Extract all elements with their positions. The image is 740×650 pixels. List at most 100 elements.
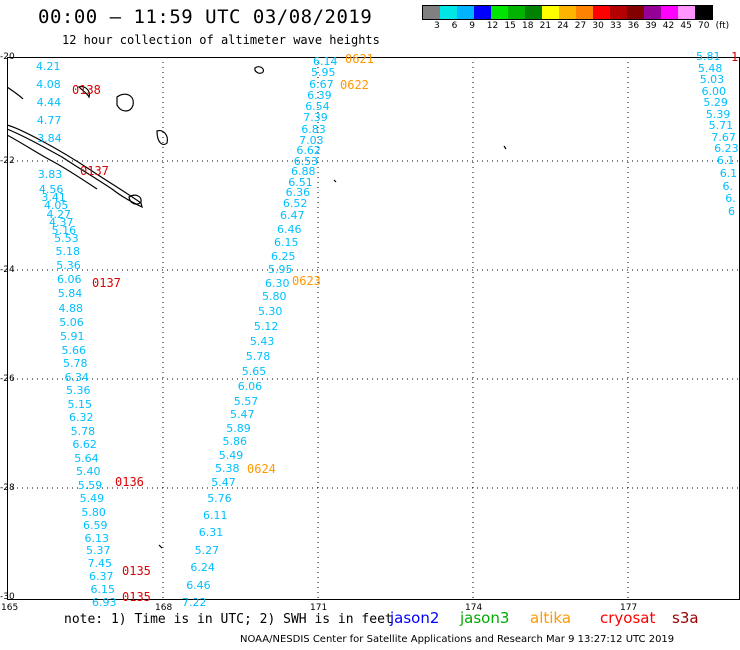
wave-height-value: 6	[728, 205, 735, 218]
wave-height-value: 5.12	[253, 320, 279, 333]
map-plot	[7, 57, 740, 600]
wave-height-value: 3.84	[37, 132, 62, 145]
wave-height-value: 6.15	[274, 236, 299, 249]
pass-label: 0621	[345, 52, 374, 66]
legend-label: 24	[557, 21, 569, 31]
legend-swatch	[661, 6, 678, 19]
satellite-s3a: s3a	[672, 609, 699, 627]
legend-label: 18	[522, 21, 534, 31]
legend-label: 39	[645, 21, 657, 31]
wave-height-value: 5.53	[54, 232, 79, 246]
wave-height-value: 6.51	[288, 175, 313, 189]
belep-islands	[7, 86, 24, 100]
wave-height-value: 6.1	[716, 154, 735, 168]
wave-height-value: 5.43	[249, 335, 275, 348]
legend-swatch	[576, 6, 593, 19]
lon-label-174: 174	[465, 603, 483, 613]
legend-label: 45	[680, 21, 692, 31]
wave-height-value: 4.88	[58, 301, 84, 315]
wave-height-value: 5.36	[56, 258, 81, 272]
wave-height-value: 5.18	[55, 244, 81, 258]
wave-height-value: 5.80	[81, 505, 106, 519]
norfolk-dot	[158, 544, 163, 549]
legend-swatch	[525, 6, 542, 19]
legend-label: 21	[539, 21, 552, 31]
legend-swatch	[610, 6, 627, 19]
wave-height-value: 5.81	[696, 50, 721, 63]
legend-swatch	[440, 6, 457, 19]
legend-swatch	[678, 6, 695, 19]
legend-label: 6	[451, 21, 458, 31]
wave-height-value: 5.57	[233, 394, 259, 408]
wave-height-value: 3.83	[37, 168, 63, 181]
wave-height-value: 6.62	[296, 144, 321, 157]
legend-label: 36	[627, 21, 640, 31]
wave-height-value: 6.	[722, 179, 733, 193]
lat-gridlines	[7, 160, 740, 489]
map-subtitle: 12 hour collection of altimeter wave hei…	[62, 33, 380, 47]
legend-swatch	[542, 6, 559, 19]
loyalty-island-mare	[156, 130, 168, 146]
wave-height-value: 5.71	[708, 119, 734, 133]
wave-height-value: 5.47	[230, 408, 255, 421]
wave-height-value: 6.24	[190, 561, 215, 575]
wave-height-value: 6.54	[305, 100, 330, 113]
wave-height-value: 5.49	[218, 448, 244, 462]
pass-label: 0137	[80, 164, 109, 178]
wave-height-value: 6.06	[237, 380, 263, 393]
hunter-island	[333, 179, 337, 183]
map-title: 00:00 – 11:59 UTC 03/08/2019	[38, 6, 373, 28]
legend-label: (ft)	[715, 21, 730, 31]
lon-label-177: 177	[620, 603, 638, 613]
wave-height-value: 5.38	[215, 462, 240, 475]
wave-height-value: 5.78	[70, 424, 96, 438]
wave-height-value: 5.36	[66, 384, 91, 397]
wave-height-value: 5.76	[207, 491, 232, 505]
wave-height-value: 6.59	[83, 518, 108, 532]
wave-height-value: 5.49	[79, 492, 105, 505]
wave-height-value: 6.93	[92, 596, 117, 609]
pass-label: 0622	[340, 78, 369, 92]
lon-label-171: 171	[310, 603, 328, 613]
wave-height-value: 5.78	[63, 357, 88, 370]
satellite-jason3: jason3	[460, 609, 510, 627]
pass-label: 0137	[92, 276, 121, 290]
pass-label: 0136	[115, 475, 144, 489]
wave-height-value: 6.13	[84, 531, 110, 545]
legend-swatch	[644, 6, 661, 19]
legend-label: 42	[662, 21, 675, 31]
legend-label: 15	[504, 21, 516, 31]
wave-height-value: 7.03	[299, 133, 324, 147]
wave-height-value: 6.	[725, 192, 736, 206]
wave-height-value: 5.64	[74, 451, 99, 465]
wave-height-value: 5.95	[311, 66, 336, 80]
wave-height-value: 6.32	[69, 411, 94, 424]
wave-height-value: 4.37	[49, 215, 74, 229]
wave-height-value: 5.78	[245, 350, 271, 363]
legend-label: 30	[592, 21, 604, 31]
lat-label-20: -20	[0, 52, 15, 62]
wave-height-value: 6.47	[280, 209, 305, 222]
coastlines	[7, 66, 507, 549]
wave-height-value: 6.52	[282, 196, 308, 210]
wave-height-value: 6.39	[307, 88, 332, 102]
legend-label: 12	[486, 21, 499, 31]
isle-of-pines	[128, 194, 142, 205]
wave-height-value: 4.08	[36, 78, 61, 91]
wave-height-value: 6.62	[72, 438, 97, 451]
wave-height-value: 6.53	[293, 154, 319, 168]
wave-height-value: 4.56	[38, 182, 64, 196]
wave-height-value: 6.1	[719, 166, 738, 180]
matthew-island	[503, 145, 507, 150]
legend-swatch	[423, 6, 440, 19]
wave-height-value: 6.06	[57, 273, 82, 286]
legend-label: 33	[610, 21, 622, 31]
wave-height-value: 6.88	[291, 165, 316, 178]
wave-height-value: 5.03	[699, 73, 725, 87]
legend-label: 3	[434, 21, 440, 31]
wave-height-value: 5.40	[76, 465, 101, 478]
wave-height-value: 5.89	[226, 421, 251, 435]
wave-height-value: 5.91	[60, 330, 85, 343]
wave-height-value: 5.84	[57, 287, 83, 301]
